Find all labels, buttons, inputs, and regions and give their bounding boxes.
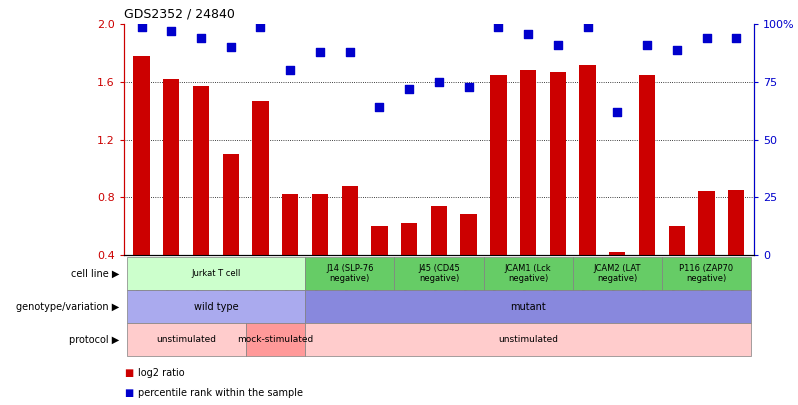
Text: protocol ▶: protocol ▶ xyxy=(69,335,120,345)
Point xyxy=(492,23,505,30)
Point xyxy=(314,49,326,55)
Bar xyxy=(282,194,298,255)
Bar xyxy=(127,257,305,290)
Bar xyxy=(193,86,209,255)
Bar xyxy=(669,226,685,255)
Text: genotype/variation ▶: genotype/variation ▶ xyxy=(17,302,120,311)
Text: percentile rank within the sample: percentile rank within the sample xyxy=(138,388,303,398)
Bar xyxy=(312,194,328,255)
Point xyxy=(730,35,743,41)
Text: ■: ■ xyxy=(124,388,133,398)
Point xyxy=(373,104,385,111)
Point xyxy=(462,83,475,90)
Bar xyxy=(401,223,417,255)
Point xyxy=(195,35,207,41)
Bar xyxy=(305,290,751,323)
Text: JCAM2 (LAT
negative): JCAM2 (LAT negative) xyxy=(594,264,641,283)
Bar xyxy=(728,190,745,255)
Bar xyxy=(639,75,655,255)
Bar xyxy=(579,65,596,255)
Bar xyxy=(490,75,507,255)
Bar xyxy=(163,79,180,255)
Bar xyxy=(662,257,751,290)
Point xyxy=(254,23,267,30)
Bar xyxy=(127,290,305,323)
Point xyxy=(224,44,237,51)
Point xyxy=(641,42,654,48)
Bar xyxy=(484,257,573,290)
Text: mutant: mutant xyxy=(510,302,546,311)
Point xyxy=(343,49,356,55)
Bar xyxy=(394,257,484,290)
Point xyxy=(135,23,148,30)
Bar xyxy=(573,257,662,290)
Bar xyxy=(223,154,239,255)
Bar xyxy=(371,226,388,255)
Bar xyxy=(305,323,751,356)
Point xyxy=(611,109,624,115)
Bar xyxy=(520,70,536,255)
Bar xyxy=(305,257,394,290)
Point xyxy=(403,85,416,92)
Text: unstimulated: unstimulated xyxy=(156,335,216,344)
Text: mock-stimulated: mock-stimulated xyxy=(237,335,314,344)
Text: J14 (SLP-76
negative): J14 (SLP-76 negative) xyxy=(326,264,373,283)
Text: unstimulated: unstimulated xyxy=(498,335,558,344)
Bar xyxy=(550,72,566,255)
Point xyxy=(670,47,683,53)
Bar xyxy=(127,323,246,356)
Bar xyxy=(609,252,626,255)
Bar xyxy=(252,100,269,255)
Text: P116 (ZAP70
negative): P116 (ZAP70 negative) xyxy=(679,264,733,283)
Point xyxy=(522,30,535,37)
Bar xyxy=(246,323,305,356)
Bar xyxy=(342,185,358,255)
Text: ■: ■ xyxy=(124,369,133,378)
Bar xyxy=(698,192,715,255)
Text: J45 (CD45
negative): J45 (CD45 negative) xyxy=(418,264,460,283)
Point xyxy=(551,42,564,48)
Point xyxy=(581,23,594,30)
Text: JCAM1 (Lck
negative): JCAM1 (Lck negative) xyxy=(505,264,551,283)
Point xyxy=(433,79,445,85)
Point xyxy=(700,35,713,41)
Text: GDS2352 / 24840: GDS2352 / 24840 xyxy=(124,7,235,20)
Point xyxy=(165,28,178,34)
Point xyxy=(284,67,297,74)
Bar xyxy=(460,214,477,255)
Text: wild type: wild type xyxy=(194,302,238,311)
Text: Jurkat T cell: Jurkat T cell xyxy=(192,269,240,278)
Text: log2 ratio: log2 ratio xyxy=(138,369,184,378)
Bar xyxy=(133,56,150,255)
Bar xyxy=(431,206,447,255)
Text: cell line ▶: cell line ▶ xyxy=(71,269,120,278)
